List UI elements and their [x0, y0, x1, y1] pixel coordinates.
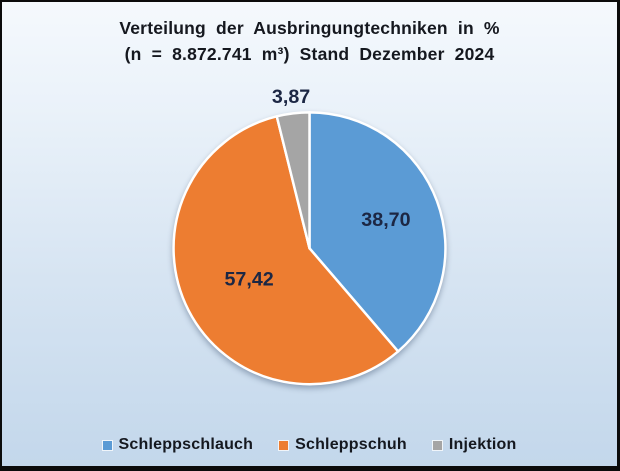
legend-item-schleppschuh: Schleppschuh — [279, 436, 407, 454]
legend-item-injektion: Injektion — [432, 436, 517, 454]
chart-title-line2: (n = 8.872.741 m³) Stand Dezember 2024 — [124, 44, 495, 64]
legend-marker-icon — [279, 440, 289, 450]
data-label-schleppschlauch: 38,70 — [361, 209, 410, 231]
legend-marker-icon — [432, 440, 442, 450]
legend-label: Schleppschlauch — [118, 436, 254, 453]
legend-marker-icon — [102, 440, 112, 450]
legend: Schleppschlauch Schleppschuh Injektion — [2, 436, 617, 454]
pie-slice-injektion — [275, 111, 311, 250]
chart-title: Verteilung der Ausbringungtechniken in %… — [2, 15, 617, 67]
legend-label: Injektion — [448, 436, 517, 453]
pie-chart: 38,70 57,42 3,87 — [172, 86, 447, 386]
data-label-schleppschuh: 57,42 — [224, 268, 273, 290]
pie-slice-schleppschuh — [172, 115, 400, 386]
legend-label: Schleppschuh — [295, 436, 407, 453]
chart-title-line1: Verteilung der Ausbringungtechniken in % — [119, 18, 500, 38]
data-label-injektion: 3,87 — [272, 86, 310, 108]
pie-slice-schleppschlauch — [308, 111, 447, 353]
pie-slices — [172, 111, 447, 386]
legend-item-schleppschlauch: Schleppschlauch — [102, 436, 254, 454]
pie-data-labels: 38,70 57,42 3,87 — [224, 86, 410, 290]
